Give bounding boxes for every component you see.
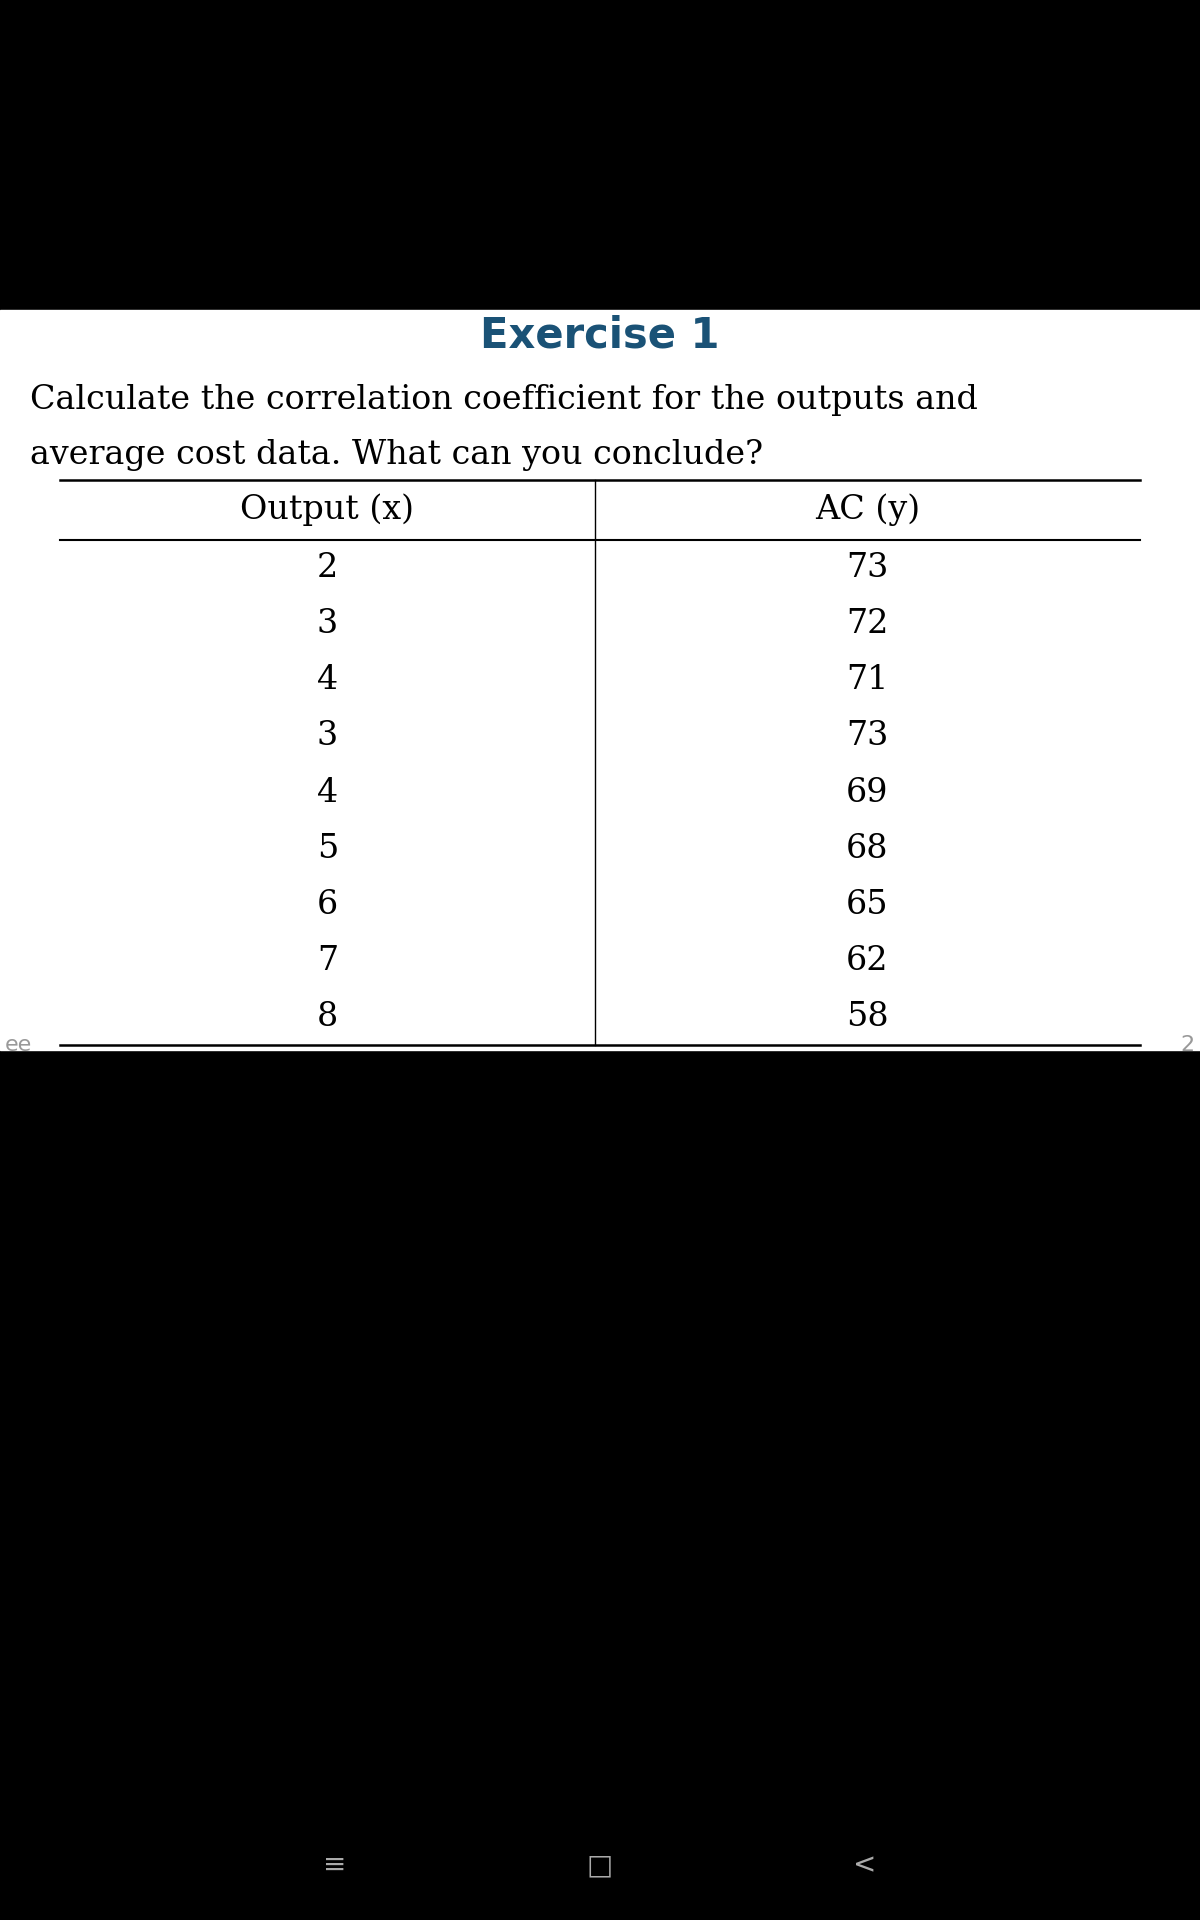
Text: 6: 6 — [317, 889, 338, 922]
Text: Output (x): Output (x) — [240, 493, 414, 526]
Text: Exercise 1: Exercise 1 — [480, 315, 720, 355]
Text: 2: 2 — [1181, 1035, 1195, 1054]
Text: ee: ee — [5, 1035, 32, 1054]
Text: Calculate the correlation coefficient for the outputs and: Calculate the correlation coefficient fo… — [30, 384, 978, 417]
Text: 4: 4 — [317, 776, 338, 808]
Text: 62: 62 — [846, 945, 889, 977]
Text: 69: 69 — [846, 776, 889, 808]
Text: 73: 73 — [846, 720, 889, 753]
Text: AC (y): AC (y) — [815, 493, 920, 526]
Text: average cost data. What can you conclude?: average cost data. What can you conclude… — [30, 440, 763, 470]
Text: 3: 3 — [317, 609, 338, 639]
Text: 3: 3 — [317, 720, 338, 753]
Text: 5: 5 — [317, 833, 338, 864]
Text: <: < — [853, 1851, 877, 1880]
Text: 8: 8 — [317, 1000, 338, 1033]
Text: 72: 72 — [846, 609, 889, 639]
Text: 65: 65 — [846, 889, 889, 922]
Text: ≡: ≡ — [323, 1851, 347, 1880]
Text: 7: 7 — [317, 945, 338, 977]
Bar — [0, 309, 1200, 1050]
Text: 73: 73 — [846, 553, 889, 584]
Text: 71: 71 — [846, 664, 889, 697]
Text: 68: 68 — [846, 833, 889, 864]
Text: 2: 2 — [317, 553, 338, 584]
Text: 4: 4 — [317, 664, 338, 697]
Text: □: □ — [587, 1851, 613, 1880]
Text: 58: 58 — [846, 1000, 889, 1033]
